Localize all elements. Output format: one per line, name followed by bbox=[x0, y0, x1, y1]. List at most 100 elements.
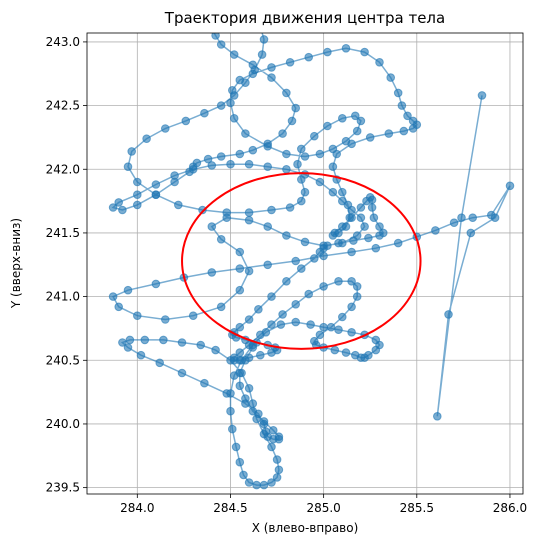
trajectory-point bbox=[244, 384, 254, 393]
trajectory-point bbox=[235, 368, 245, 378]
y-tick-label: 242.5 bbox=[46, 99, 80, 113]
trajectory-point bbox=[334, 238, 343, 248]
trajectory-point bbox=[259, 417, 269, 426]
trajectory-point bbox=[291, 300, 301, 309]
x-tick-label: 286.0 bbox=[493, 501, 527, 515]
trajectory-point bbox=[241, 356, 250, 365]
trajectory-point bbox=[263, 162, 273, 171]
trajectory-point bbox=[367, 203, 377, 212]
trajectory-point bbox=[338, 312, 347, 322]
y-tick-label: 239.5 bbox=[46, 481, 80, 495]
trajectory-point bbox=[431, 226, 440, 235]
trajectory-point bbox=[123, 343, 133, 352]
trajectory-point bbox=[263, 260, 273, 270]
trajectory-point bbox=[291, 103, 301, 113]
trajectory-point bbox=[140, 335, 150, 345]
trajectory-point bbox=[386, 73, 396, 82]
trajectory-point bbox=[235, 149, 245, 159]
trajectory-point bbox=[375, 222, 384, 231]
trajectory-point bbox=[207, 222, 217, 231]
trajectory-point bbox=[300, 237, 310, 247]
trajectory-point bbox=[142, 134, 151, 143]
trajectory-point bbox=[207, 161, 217, 170]
trajectory-point bbox=[444, 310, 453, 319]
trajectory-point bbox=[222, 389, 231, 398]
trajectory-point bbox=[123, 162, 133, 171]
trajectory-point bbox=[151, 180, 161, 189]
trajectory-point bbox=[226, 356, 235, 365]
trajectory-point bbox=[263, 142, 273, 151]
x-axis-label: X (влево-вправо) bbox=[252, 521, 359, 535]
trajectory-point bbox=[235, 285, 245, 295]
trajectory-point bbox=[352, 282, 362, 291]
trajectory-point bbox=[297, 175, 306, 184]
trajectory-point bbox=[332, 149, 342, 159]
trajectory-point bbox=[356, 213, 366, 222]
trajectory-point bbox=[181, 116, 191, 126]
grid bbox=[87, 33, 523, 494]
trajectory-point bbox=[278, 310, 287, 319]
axis-ticks: 284.0 284.5 285.0 285.5 286.0 239.5 240.0 240.5… bbox=[46, 35, 527, 515]
trajectory-point bbox=[248, 406, 258, 416]
trajectory-point bbox=[282, 149, 291, 159]
trajectory-point bbox=[297, 144, 306, 154]
trajectory-point bbox=[505, 181, 515, 191]
trajectory-point bbox=[151, 279, 161, 289]
trajectory-point bbox=[108, 203, 118, 212]
trajectory-point bbox=[457, 213, 466, 222]
trajectory-point bbox=[235, 247, 245, 257]
trajectory-point bbox=[235, 457, 245, 467]
plot-frame bbox=[86, 32, 524, 495]
trajectory-point bbox=[347, 213, 356, 222]
trajectory-point bbox=[356, 203, 366, 212]
trajectory-point bbox=[360, 47, 369, 57]
trajectory-point bbox=[330, 345, 340, 355]
y-axis-label: Y (вверх-вниз) bbox=[9, 218, 23, 309]
trajectory-point bbox=[244, 266, 254, 276]
trajectory-point bbox=[211, 33, 220, 40]
trajectory-point bbox=[310, 131, 319, 141]
trajectory-point bbox=[351, 111, 360, 121]
trajectory-point bbox=[272, 473, 282, 482]
trajectory-point bbox=[326, 322, 336, 332]
trajectory-point bbox=[235, 381, 245, 391]
trajectory-point bbox=[367, 195, 377, 205]
trajectory-point bbox=[293, 159, 302, 169]
trajectory-point bbox=[229, 114, 239, 123]
trajectory-point bbox=[274, 465, 284, 475]
trajectory-point bbox=[254, 305, 263, 314]
trajectory-point bbox=[338, 222, 347, 231]
trajectory-point bbox=[248, 145, 258, 155]
trajectory-point bbox=[291, 256, 301, 266]
trajectory-point bbox=[274, 432, 284, 442]
trajectory-point bbox=[364, 350, 373, 360]
trajectory-point bbox=[291, 317, 301, 327]
trajectory-point bbox=[267, 292, 276, 301]
trajectory-point bbox=[226, 159, 235, 169]
trajectory-point bbox=[248, 399, 258, 408]
trajectory-point bbox=[244, 478, 254, 487]
trajectory-point bbox=[304, 52, 314, 62]
trajectory-point bbox=[315, 149, 325, 159]
trajectory-point bbox=[408, 124, 418, 133]
trajectory-point bbox=[315, 177, 325, 187]
chart-title: Траектория движения центра тела bbox=[164, 9, 445, 27]
x-tick-label: 285.5 bbox=[400, 501, 434, 515]
trajectory-point bbox=[244, 215, 254, 225]
trajectory-points bbox=[108, 33, 515, 490]
trajectory-point bbox=[278, 129, 287, 138]
trajectory-point bbox=[315, 330, 325, 340]
trajectory-point bbox=[477, 91, 487, 100]
trajectory-point bbox=[347, 139, 356, 149]
trajectory-point bbox=[267, 348, 276, 357]
trajectory-point bbox=[235, 322, 245, 332]
trajectory-point bbox=[133, 190, 142, 199]
trajectory-point bbox=[216, 101, 226, 110]
trajectory-point bbox=[261, 328, 271, 337]
trajectory-point bbox=[216, 152, 226, 161]
trajectory-point bbox=[252, 480, 261, 490]
trajectory-point bbox=[306, 320, 315, 329]
trajectory-point bbox=[287, 116, 297, 126]
trajectory-point bbox=[196, 340, 205, 350]
trajectory-point bbox=[159, 335, 168, 345]
